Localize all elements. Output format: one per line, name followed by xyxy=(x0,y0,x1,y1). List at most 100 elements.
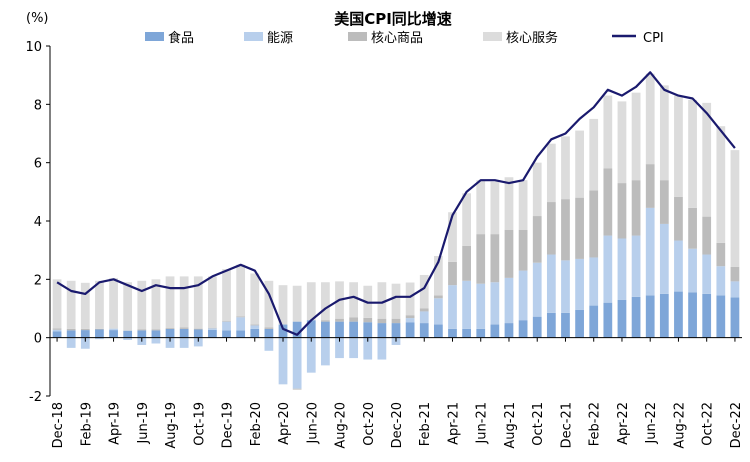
bar-segment xyxy=(306,337,316,373)
x-tick-label: Apr-19 xyxy=(108,402,123,445)
bar-segment xyxy=(208,276,217,328)
x-tick-label: Apr-21 xyxy=(446,402,461,445)
bar-segment xyxy=(250,328,260,338)
bar-segment xyxy=(504,177,514,230)
bar-segment xyxy=(645,73,655,165)
bar-segment xyxy=(52,329,62,332)
bar-segment xyxy=(335,337,344,359)
bar-segment xyxy=(321,337,330,366)
bar-segment xyxy=(123,330,133,338)
legend-swatch xyxy=(348,32,367,41)
bar-segment xyxy=(335,318,344,322)
y-tick-label: -2 xyxy=(29,390,42,405)
bar-segment xyxy=(631,180,641,236)
bar-segment xyxy=(250,325,260,329)
bar-segment xyxy=(193,328,203,330)
bar-segment xyxy=(546,143,556,203)
bar-segment xyxy=(730,150,740,267)
bar-segment xyxy=(222,330,231,338)
bar-segment xyxy=(490,234,500,283)
bar-segment xyxy=(546,254,556,313)
bar-segment xyxy=(377,318,387,324)
legend-label: 食品 xyxy=(168,30,194,46)
bar-segment xyxy=(462,193,471,246)
bar-segment xyxy=(603,168,613,236)
bar-segment xyxy=(222,321,231,322)
bar-segment xyxy=(448,212,457,262)
bar-segment xyxy=(80,330,90,338)
legend-label: CPI xyxy=(643,31,664,46)
bar-segment xyxy=(476,234,486,284)
bar-segment xyxy=(589,118,599,191)
x-tick-label: Aug-20 xyxy=(334,402,349,449)
bar-segment xyxy=(688,248,697,293)
y-tick-label: 8 xyxy=(34,98,42,113)
bar-segment xyxy=(137,330,147,338)
bar-segment xyxy=(702,293,712,338)
bar-segment xyxy=(151,337,161,344)
bar-segment xyxy=(546,202,556,255)
bar-segment xyxy=(476,328,486,338)
bar-segment xyxy=(659,180,669,224)
bar-segment xyxy=(659,85,669,181)
bar-segment xyxy=(575,197,584,259)
bar-segment xyxy=(52,279,62,329)
bar-segment xyxy=(716,295,726,338)
bar-segment xyxy=(504,277,514,324)
y-tick-label: 6 xyxy=(34,157,42,172)
bar-segment xyxy=(264,328,274,338)
bar-segment xyxy=(617,299,627,338)
bar-segment xyxy=(377,337,387,360)
bar-segment xyxy=(137,280,147,330)
bar-segment xyxy=(674,196,683,241)
bar-segment xyxy=(504,229,514,278)
bar-segment xyxy=(236,264,246,317)
y-unit-label: (%) xyxy=(26,11,49,26)
bar-segment xyxy=(688,207,697,249)
bar-segment xyxy=(222,321,231,331)
bar-segment xyxy=(264,327,274,329)
legend-label: 核心商品 xyxy=(371,31,423,46)
bar-segment xyxy=(95,328,104,330)
bar-segment xyxy=(448,285,457,329)
bar-segment xyxy=(448,328,457,338)
bar-segment xyxy=(589,257,599,306)
bar-segment xyxy=(278,337,288,385)
bar-segment xyxy=(405,315,415,319)
bar-segment xyxy=(363,317,373,323)
x-tick-label: Feb-21 xyxy=(418,402,433,446)
bar-segment xyxy=(137,329,147,331)
x-tick-label: Oct-19 xyxy=(192,402,207,446)
bar-segment xyxy=(179,328,189,338)
bar-segment xyxy=(419,311,429,324)
bar-segment xyxy=(433,298,443,325)
bar-segment xyxy=(518,270,528,321)
bar-segment xyxy=(391,323,401,338)
bar-segment xyxy=(236,317,246,331)
cpi-line-path xyxy=(56,71,736,336)
x-tick-label: Feb-19 xyxy=(79,402,94,446)
bar-segment xyxy=(561,260,570,313)
bar-segment xyxy=(716,266,726,296)
bar-segment xyxy=(349,317,359,322)
y-tick-label: 2 xyxy=(34,273,42,288)
bar-segment xyxy=(236,330,246,338)
bar-segment xyxy=(603,95,613,169)
bar-segment xyxy=(589,305,599,338)
bar-segment xyxy=(518,320,528,338)
bar-segment xyxy=(688,99,697,208)
bar-segment xyxy=(702,102,712,217)
bar-segment xyxy=(306,282,316,321)
bar-segment xyxy=(462,328,471,338)
bar-segment xyxy=(95,329,104,338)
legend: 食品 能源 核心商品 核心服务 CPI xyxy=(145,30,664,46)
y-tick-label: 10 xyxy=(25,40,42,55)
bar-segment xyxy=(52,331,62,338)
legend-swatch xyxy=(244,32,263,41)
bar-segment xyxy=(476,283,486,329)
x-tick-label: Aug-21 xyxy=(503,402,518,449)
x-tick-label: Feb-20 xyxy=(249,402,264,446)
x-tick-label: Feb-22 xyxy=(588,402,603,446)
bar-segment xyxy=(52,328,62,330)
